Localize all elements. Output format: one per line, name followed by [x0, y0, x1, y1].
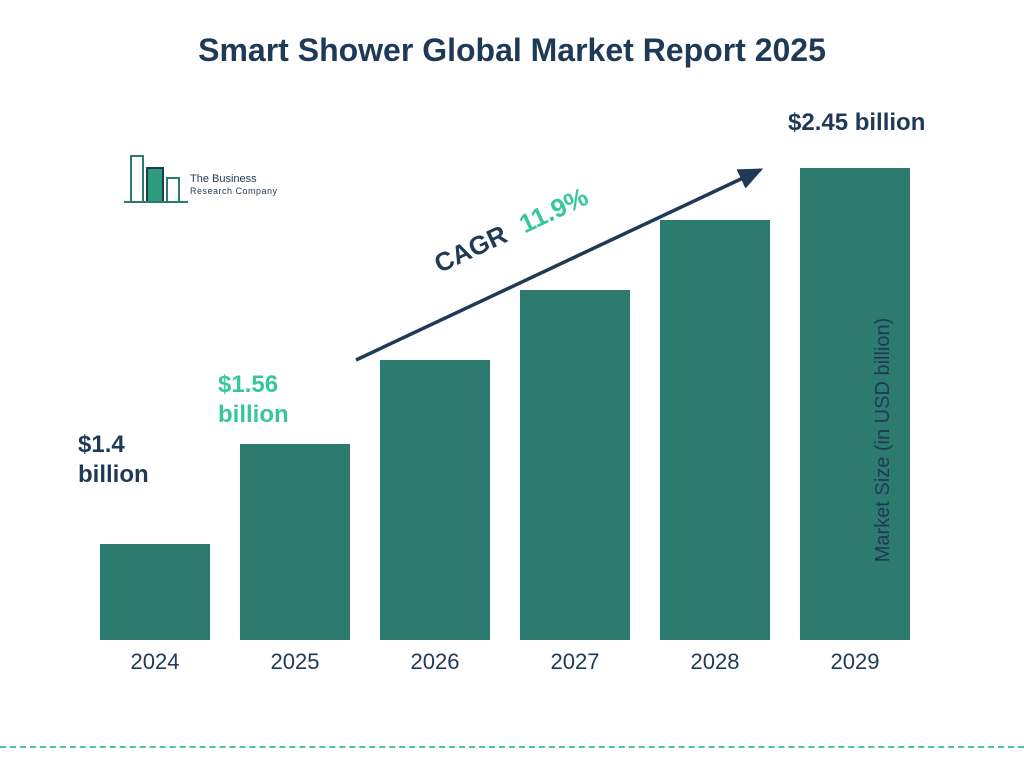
- bar-wrap: [95, 544, 215, 640]
- bar: [660, 220, 770, 640]
- x-axis-labels: 2024 2025 2026 2027 2028 2029: [75, 649, 935, 675]
- bar: [240, 444, 350, 640]
- y-axis-label: Market Size (in USD billion): [872, 318, 895, 563]
- value-label-2029: $2.45 billion: [788, 108, 925, 138]
- x-axis-label: 2027: [515, 649, 635, 675]
- value-label-2024: $1.4 billion: [78, 430, 149, 490]
- value-label-2024-l2: billion: [78, 460, 149, 490]
- value-label-2025-l2: billion: [218, 400, 289, 430]
- x-axis-label: 2029: [795, 649, 915, 675]
- x-axis-label: 2025: [235, 649, 355, 675]
- bar: [520, 290, 630, 640]
- bar-wrap: [655, 220, 775, 640]
- bottom-divider: [0, 746, 1024, 748]
- bar: [380, 360, 490, 640]
- x-axis-label: 2028: [655, 649, 775, 675]
- bar-wrap: [515, 290, 635, 640]
- value-label-2025: $1.56 billion: [218, 370, 289, 430]
- value-label-2024-l1: $1.4: [78, 430, 149, 460]
- bar-wrap: [795, 168, 915, 640]
- x-axis-label: 2024: [95, 649, 215, 675]
- value-label-2029-l1: $2.45 billion: [788, 109, 925, 136]
- bar-wrap: [235, 444, 355, 640]
- bar: [100, 544, 210, 640]
- value-label-2025-l1: $1.56: [218, 370, 289, 400]
- chart-title: Smart Shower Global Market Report 2025: [0, 32, 1024, 69]
- bar-wrap: [375, 360, 495, 640]
- x-axis-label: 2026: [375, 649, 495, 675]
